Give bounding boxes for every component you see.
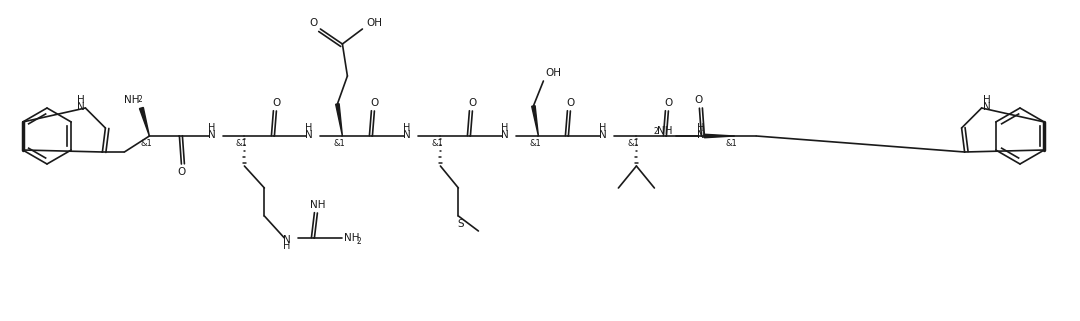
Text: OH: OH <box>366 18 382 28</box>
Text: 2: 2 <box>356 237 361 246</box>
Text: N: N <box>403 130 410 140</box>
Polygon shape <box>704 134 734 138</box>
Text: O: O <box>272 98 281 108</box>
Text: N: N <box>207 130 215 140</box>
Text: N: N <box>500 130 509 140</box>
Text: H: H <box>207 123 215 133</box>
Text: N: N <box>77 102 84 112</box>
Text: O: O <box>694 95 702 105</box>
Text: O: O <box>469 98 476 108</box>
Polygon shape <box>139 108 149 136</box>
Text: NH: NH <box>123 95 139 105</box>
Text: H: H <box>983 95 990 105</box>
Polygon shape <box>531 106 539 136</box>
Text: O: O <box>370 98 378 108</box>
Text: N: N <box>697 130 704 140</box>
Text: O: O <box>309 18 318 28</box>
Text: S: S <box>457 219 463 229</box>
Text: H: H <box>305 123 312 133</box>
Text: NH: NH <box>310 200 325 210</box>
Text: &1: &1 <box>432 140 443 149</box>
Text: H: H <box>283 241 291 251</box>
Text: H: H <box>501 123 508 133</box>
Polygon shape <box>336 104 342 136</box>
Text: O: O <box>664 98 673 108</box>
Text: H: H <box>403 123 410 133</box>
Text: N: N <box>598 130 606 140</box>
Text: N: N <box>305 130 312 140</box>
Text: NH: NH <box>657 126 673 136</box>
Text: H: H <box>598 123 606 133</box>
Text: &1: &1 <box>627 140 639 149</box>
Text: &1: &1 <box>140 140 152 149</box>
Text: N: N <box>983 102 990 112</box>
Text: 2: 2 <box>653 126 659 135</box>
Text: 2: 2 <box>137 96 141 105</box>
Text: O: O <box>566 98 575 108</box>
Text: O: O <box>177 167 186 177</box>
Text: H: H <box>697 123 704 133</box>
Text: N: N <box>283 235 291 245</box>
Text: &1: &1 <box>235 140 247 149</box>
Text: H: H <box>77 95 84 105</box>
Text: OH: OH <box>545 68 562 78</box>
Text: &1: &1 <box>726 140 738 149</box>
Text: NH: NH <box>345 233 360 243</box>
Text: &1: &1 <box>529 140 541 149</box>
Text: &1: &1 <box>334 140 346 149</box>
